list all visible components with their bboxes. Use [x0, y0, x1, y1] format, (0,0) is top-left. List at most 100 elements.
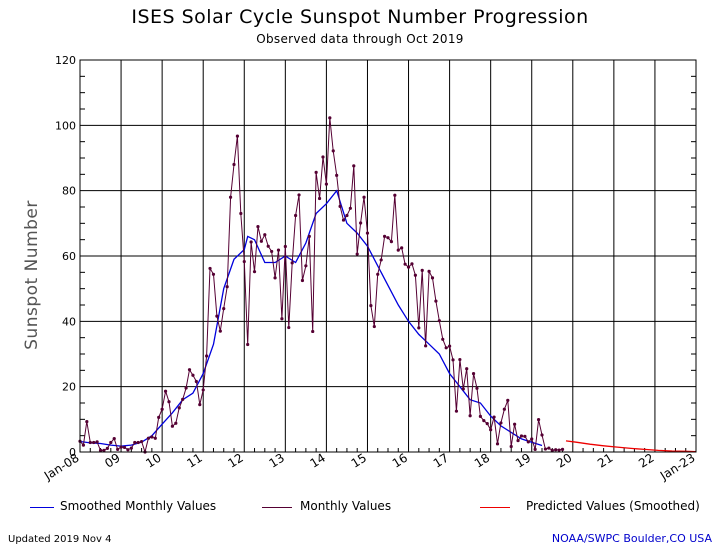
data-point-monthly [136, 440, 140, 445]
data-point-monthly [331, 149, 335, 153]
data-point-monthly [105, 446, 109, 451]
x-tick-label: 21 [595, 451, 615, 471]
data-point-monthly [283, 244, 287, 249]
legend-swatch-monthly [262, 507, 292, 508]
chart-subtitle: Observed data through Oct 2019 [256, 32, 464, 46]
data-point-monthly [458, 357, 462, 362]
data-point-monthly [345, 213, 349, 218]
data-point-monthly [547, 446, 551, 450]
data-point-monthly [389, 240, 394, 244]
x-tick-label: 22 [636, 451, 656, 471]
data-point-monthly [181, 397, 185, 402]
data-point-monthly [116, 447, 120, 451]
legend-swatch-predicted [480, 507, 510, 508]
data-point-monthly [157, 415, 161, 419]
data-point-monthly [160, 407, 164, 411]
data-point-monthly [382, 234, 387, 238]
data-point-monthly [506, 398, 510, 402]
data-point-monthly [222, 306, 226, 311]
series-line-predicted [565, 440, 697, 453]
x-tick-label: 15 [349, 451, 369, 471]
data-point-monthly [304, 264, 308, 268]
data-point-monthly [300, 278, 305, 283]
credit-text: NOAA/SWPC Boulder,CO USA [551, 532, 712, 545]
data-point-monthly [242, 259, 246, 264]
data-point-monthly [492, 415, 496, 419]
data-point-monthly [523, 434, 527, 438]
data-point-monthly [379, 258, 383, 262]
data-point-monthly [146, 436, 151, 440]
data-point-monthly [191, 373, 195, 377]
data-point-monthly [307, 234, 311, 238]
y-tick-label: 20 [62, 381, 76, 394]
data-point-monthly [297, 193, 301, 197]
data-point-monthly [543, 447, 548, 451]
data-point-monthly [451, 358, 455, 362]
data-point-monthly [489, 428, 493, 432]
data-point-monthly [218, 329, 222, 333]
x-tick-label: Jan-08 [41, 451, 82, 484]
data-point-monthly [513, 422, 517, 426]
data-point-monthly [235, 134, 240, 138]
data-point-monthly [109, 440, 113, 445]
data-point-monthly [400, 246, 404, 250]
data-point-monthly [444, 346, 448, 350]
data-point-monthly [266, 244, 270, 248]
data-point-monthly [471, 372, 476, 376]
data-point-monthly [495, 442, 500, 446]
data-point-monthly [434, 299, 438, 303]
data-point-monthly [150, 435, 154, 439]
data-point-monthly [468, 414, 472, 418]
legend-swatch-smoothed [30, 507, 54, 508]
data-point-monthly [482, 419, 486, 423]
data-point-monthly [184, 386, 188, 390]
grid [79, 59, 697, 453]
data-point-monthly [98, 448, 103, 452]
data-point-monthly [122, 445, 127, 450]
data-point-monthly [208, 266, 212, 271]
legend-item-predicted: Predicted Values (Smoothed) [480, 498, 716, 516]
data-point-monthly [359, 221, 363, 225]
data-point-monthly [413, 273, 417, 277]
data-point-monthly [557, 448, 561, 452]
legend-item-monthly: Monthly Values [262, 498, 462, 516]
x-tick-label: 10 [143, 451, 163, 471]
plot-area [78, 116, 697, 454]
x-tick-label: 18 [472, 451, 492, 471]
data-point-monthly [519, 434, 524, 438]
data-point-monthly [276, 248, 281, 252]
data-point-monthly [526, 440, 530, 444]
data-point-monthly [338, 204, 342, 208]
data-point-monthly [211, 272, 216, 276]
data-point-monthly [126, 448, 130, 452]
y-tick-label: 0 [69, 446, 76, 459]
data-point-monthly [129, 446, 133, 450]
data-point-monthly [228, 195, 233, 199]
data-point-monthly [485, 421, 489, 426]
data-point-monthly [153, 436, 157, 440]
data-point-monthly [177, 406, 181, 410]
data-point-monthly [112, 437, 116, 441]
x-tick-label: Jan-23 [657, 451, 698, 484]
data-point-monthly [95, 440, 99, 444]
data-point-monthly [335, 173, 339, 177]
data-point-monthly [499, 421, 503, 425]
data-point-monthly [417, 326, 421, 330]
data-point-monthly [321, 155, 325, 159]
data-point-monthly [311, 329, 315, 334]
data-point-monthly [424, 344, 428, 348]
data-point-monthly [372, 324, 376, 329]
data-point-monthly [540, 433, 544, 437]
data-point-monthly [280, 317, 284, 321]
series-line-monthly [79, 117, 563, 454]
data-point-monthly [81, 443, 86, 447]
data-point-monthly [530, 437, 534, 441]
data-point-monthly [85, 420, 89, 424]
data-point-monthly [256, 225, 260, 229]
data-point-monthly [516, 438, 520, 443]
data-point-monthly [294, 213, 298, 218]
data-point-monthly [406, 265, 411, 269]
data-point-monthly [465, 367, 469, 371]
data-point-monthly [533, 447, 537, 451]
data-point-monthly [92, 440, 96, 445]
